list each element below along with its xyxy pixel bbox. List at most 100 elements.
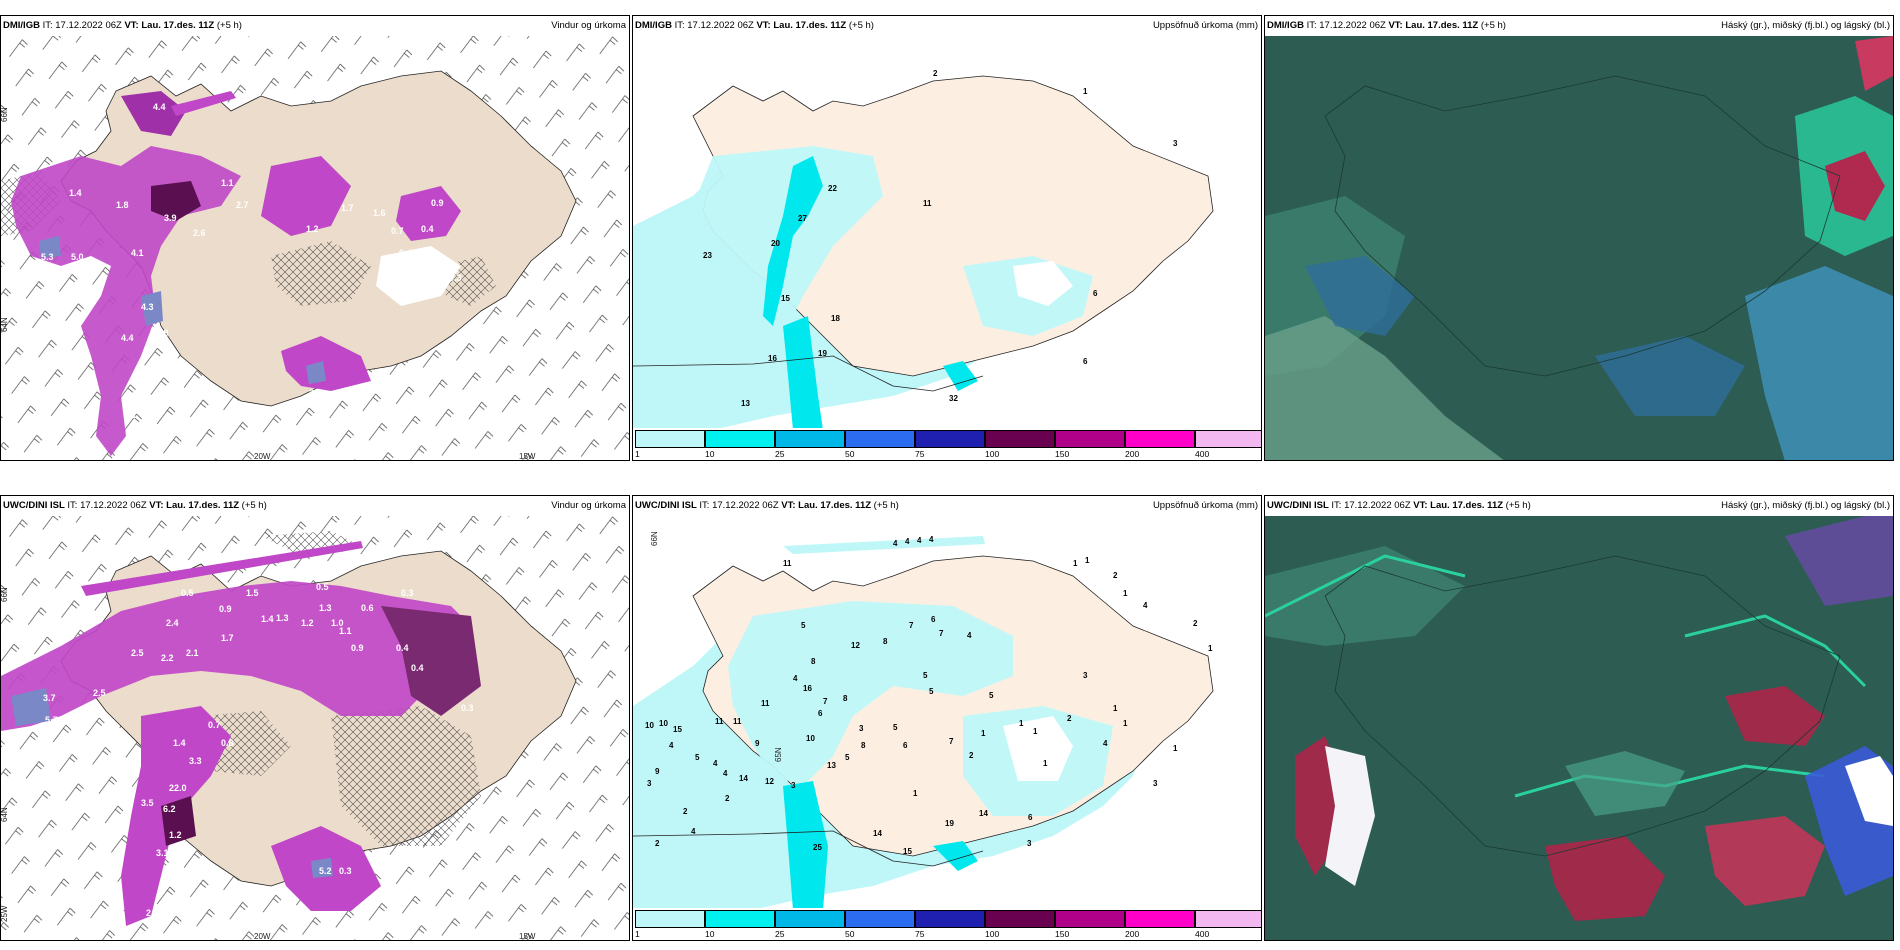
it-value: 17.12.2022 06Z <box>80 500 147 511</box>
cloud-low <box>1265 316 1504 460</box>
accum-value: 5 <box>695 753 700 762</box>
precip-core <box>151 181 201 221</box>
it-value: 17.12.2022 06Z <box>1344 500 1411 511</box>
precip-value: 1.4 <box>69 188 82 198</box>
accum-value: 9 <box>655 767 660 776</box>
cloud-map <box>1265 516 1893 940</box>
precip-value: 4.0 <box>155 438 168 448</box>
lead-time: (+5 h) <box>1480 20 1506 31</box>
cloud-high <box>1855 36 1893 91</box>
map-area: 2 1 3 6 22 11 27 20 23 15 18 19 16 13 32… <box>633 36 1261 428</box>
panel-header: DMI/IGB IT: 17.12.2022 06Z VT: Lau. 17.d… <box>633 16 1261 36</box>
precip-value: 0.5 <box>316 582 329 592</box>
accum-value: 4 <box>967 631 972 640</box>
accum-value: 1 <box>1123 719 1128 728</box>
colorbar-tick-label: 25 <box>775 449 785 459</box>
accum-value: 2 <box>969 751 974 760</box>
accum-value: 4 <box>1143 601 1148 610</box>
accum-value: 22 <box>828 184 837 193</box>
precip-value: 1.4 <box>261 614 274 624</box>
colorbar-segment <box>1055 430 1125 448</box>
precip-value: 2.4 <box>166 618 179 628</box>
colorbar-segment <box>915 430 985 448</box>
precip-value: 0.9 <box>219 604 232 614</box>
blank-region <box>1013 261 1073 306</box>
precip-value: 0.3 <box>339 866 352 876</box>
lead-time: (+5 h) <box>1505 500 1531 511</box>
precip-value: 2.5 <box>93 688 106 698</box>
colorbar-segment <box>635 430 705 448</box>
colorbar-tick-label: 200 <box>1125 449 1140 459</box>
precip-area <box>121 91 186 136</box>
coastline-s <box>633 830 984 867</box>
it-label: IT: <box>699 500 710 511</box>
colorbar-segment <box>1195 430 1261 448</box>
colorbar-segment <box>915 910 985 928</box>
colorbar-segment <box>845 910 915 928</box>
colorbar-segment <box>845 430 915 448</box>
precip-value: 0.7 <box>208 720 221 730</box>
accum-value: 1 <box>1083 87 1088 96</box>
vt-value: Lau. 17.des. 11Z <box>1405 20 1479 31</box>
accum-value: 4 <box>691 827 696 836</box>
it-value: 17.12.2022 06Z <box>712 500 779 511</box>
precip-area <box>281 336 371 391</box>
precip-core <box>306 361 326 384</box>
panel-header: UWC/DINI ISL IT: 17.12.2022 06Z VT: Lau.… <box>1265 496 1893 516</box>
precip-core <box>311 858 333 878</box>
it-label: IT: <box>674 20 685 31</box>
colorbar-segment <box>1125 430 1195 448</box>
coastline-s <box>633 355 984 392</box>
colorbar-segment <box>705 910 775 928</box>
panel-header: UWC/DINI ISL IT: 17.12.2022 06Z VT: Lau.… <box>1 496 629 516</box>
accum-value: 25 <box>813 843 822 852</box>
accum-value: 13 <box>827 761 836 770</box>
precip-core <box>161 796 196 846</box>
accum-value: 18 <box>831 314 840 323</box>
cloud-high <box>1705 816 1825 906</box>
accum-value: 10 <box>645 721 654 730</box>
lead-time: (+5 h) <box>241 500 267 511</box>
accum-value: 13 <box>741 399 750 408</box>
accum-value: 2 <box>1067 714 1072 723</box>
accum-value: 2 <box>1113 571 1118 580</box>
precip-value: 2.7 <box>236 200 249 210</box>
colorbar-tick-label: 1 <box>635 449 640 459</box>
precip-value: 2.8 <box>156 328 169 338</box>
accum-value: 2 <box>1193 619 1198 628</box>
cloud-mid <box>1745 266 1893 460</box>
accum-value: 3 <box>1027 839 1032 848</box>
precip-value: 5.0 <box>71 252 84 262</box>
accum-value: 5 <box>845 753 850 762</box>
precip-value: 1.0 <box>331 618 344 628</box>
colorbar-tick-label: 25 <box>775 929 785 939</box>
precip-value: 0.3 <box>461 703 474 713</box>
accum-value: 4 <box>929 535 934 544</box>
panel-header: DMI/IGB IT: 17.12.2022 06Z VT: Lau. 17.d… <box>1 16 629 36</box>
precip-area <box>396 186 461 241</box>
accum-value: 1 <box>1123 589 1128 598</box>
panel-title: Uppsöfnuð úrkoma (mm) <box>1152 500 1258 511</box>
panel-title: Vindur og úrkoma <box>551 20 626 31</box>
map-area <box>1265 516 1893 940</box>
model-name: DMI/IGB <box>1267 20 1304 31</box>
precip-value: 4.1 <box>131 248 144 258</box>
accum-value: 15 <box>903 847 912 856</box>
vt-value: Lau. 17.des. 11Z <box>141 20 215 31</box>
precip-value: 1.1 <box>339 626 352 636</box>
accum-value: 1 <box>1033 727 1038 736</box>
accum-value: 4 <box>893 539 898 548</box>
cloud-bright <box>1684 614 1867 688</box>
model-name: DMI/IGB <box>635 20 672 31</box>
lat-label: 64N <box>1 317 9 332</box>
colorbar-tick-label: 75 <box>915 929 925 939</box>
accum-value: 12 <box>851 641 860 650</box>
precip-value: 1.2 <box>301 618 314 628</box>
map-area: 4.4 1.4 1.1 2.7 3.9 2.6 4.1 5.0 5.3 4.3 … <box>1 36 629 460</box>
accum-value: 3 <box>859 724 864 733</box>
model-name: UWC/DINI ISL <box>3 500 65 511</box>
it-label: IT: <box>1331 500 1342 511</box>
panel-title: Háský (gr.), miðský (fj.bl.) og lágský (… <box>1721 20 1890 31</box>
it-label: IT: <box>42 20 53 31</box>
panel-header: DMI/IGB IT: 17.12.2022 06Z VT: Lau. 17.d… <box>1265 16 1893 36</box>
